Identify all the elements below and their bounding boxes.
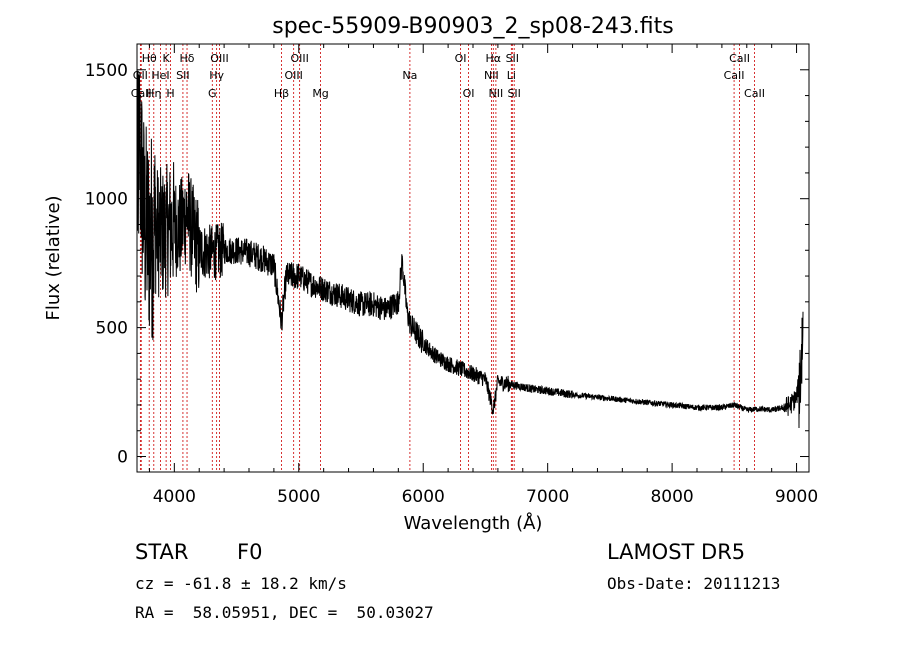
spectral-line-label: Hγ (209, 69, 224, 82)
sky-coordinates: RA = 58.05951, DEC = 50.03027 (135, 603, 434, 622)
spectral-line-label: SII (176, 69, 189, 82)
spectral-line-label: Li (507, 69, 516, 82)
spectral-line-label: K (163, 52, 171, 65)
y-tick-label: 500 (96, 319, 128, 339)
y-axis-label: Flux (relative) (43, 195, 64, 320)
x-tick-label: 6000 (402, 487, 445, 507)
x-axis-label: Wavelength (Å) (404, 512, 543, 534)
spectral-line-label: OI (463, 87, 475, 100)
spectral-line-label: OIII (284, 69, 302, 82)
x-tick-label: 7000 (526, 487, 569, 507)
spectral-line-label: Hα (486, 52, 502, 65)
x-axis-ticks: 4000 5000 6000 7000 8000 9000 (148, 44, 818, 507)
spectral-line-label: Hδ (180, 52, 195, 65)
observation-date: Obs-Date: 20111213 (607, 574, 781, 593)
spectral-line-label: OII (133, 69, 148, 82)
x-tick-label: 5000 (277, 487, 320, 507)
spectral-line-label: Hβ (274, 87, 289, 100)
spectral-line-label: SII (507, 87, 520, 100)
object-subclass: F0 (237, 540, 263, 564)
y-tick-label: 1000 (85, 190, 128, 210)
spectral-line-label: OIII (290, 52, 308, 65)
spectral-line-label: CaII (724, 69, 745, 82)
spectral-line-label: SII (506, 52, 519, 65)
spectral-line-label: H (166, 87, 174, 100)
spectral-line-label: Hθ (142, 52, 157, 65)
spectral-line-label: G (208, 87, 217, 100)
chart-title: spec-55909-B90903_2_sp08-243.fits (272, 14, 674, 39)
y-tick-label: 0 (117, 448, 128, 468)
object-class: STAR (135, 540, 189, 564)
spectral-line-label: Na (402, 69, 417, 82)
spectral-line-label: NII (484, 69, 499, 82)
redshift-velocity: cz = -61.8 ± 18.2 km/s (135, 574, 347, 593)
survey-name: LAMOST DR5 (607, 540, 746, 564)
y-axis-ticks: 0 500 1000 1500 (85, 61, 809, 468)
spectral-line-label: CaII (729, 52, 750, 65)
spectral-line-label: CaII (131, 87, 152, 100)
spectrum-line (136, 70, 804, 429)
spectral-line-label: NII (489, 87, 504, 100)
x-tick-label: 8000 (650, 487, 693, 507)
spectral-line-label: CaII (744, 87, 765, 100)
y-tick-label: 1500 (85, 61, 128, 81)
spectral-line-label: Hη (146, 87, 161, 100)
spectral-line-label: Mg (312, 87, 328, 100)
spectral-line-label: OIII (210, 52, 228, 65)
spectral-line-label: OI (455, 52, 467, 65)
x-tick-label: 4000 (153, 487, 196, 507)
x-tick-label: 9000 (775, 487, 818, 507)
spectral-line-label: HeI (151, 69, 169, 82)
